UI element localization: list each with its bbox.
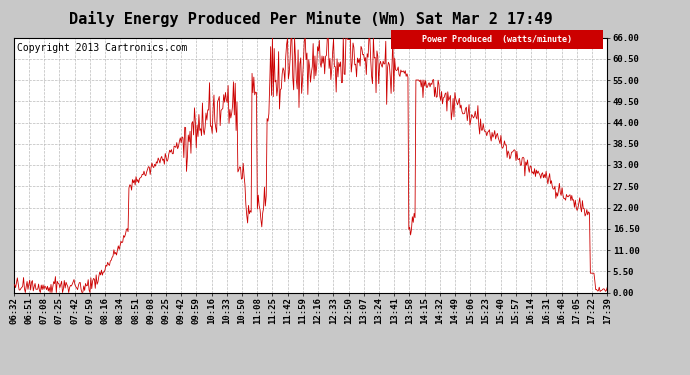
Text: Copyright 2013 Cartronics.com: Copyright 2013 Cartronics.com (17, 43, 187, 52)
Title: Daily Energy Produced Per Minute (Wm) Sat Mar 2 17:49: Daily Energy Produced Per Minute (Wm) Sa… (69, 11, 552, 27)
